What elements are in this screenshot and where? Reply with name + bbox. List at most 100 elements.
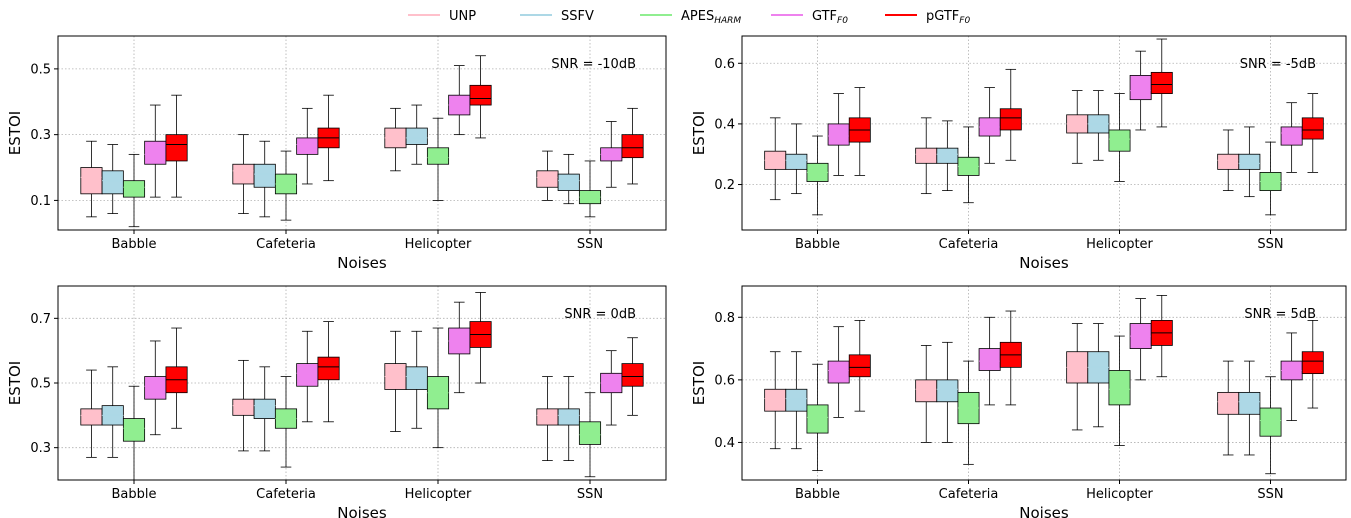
box-babble-apes (122, 153, 146, 228)
panel-frame (57, 285, 667, 481)
box-iqr (1217, 391, 1240, 415)
y-tick-label: 0.4 (714, 436, 735, 451)
x-tick-label: Cafeteria (939, 487, 999, 502)
panel-2: 0.2 0.4 0.6 Babble Cafeteria Helicopter SSN SNR… (690, 35, 1347, 272)
box-iqr (1217, 153, 1240, 170)
legend-entry-pgtf: pGTFF0 (885, 9, 970, 26)
box-helicopter-unp (384, 107, 407, 172)
box-iqr (1108, 370, 1131, 406)
box-iqr (426, 147, 450, 165)
y-tick-label: 0.7 (30, 312, 51, 327)
box-iqr (915, 147, 938, 164)
box-iqr (469, 84, 492, 106)
x-tick-label: SSN (577, 487, 603, 502)
box-iqr (101, 170, 124, 195)
box-iqr (80, 167, 103, 195)
box-ssn-ssfv (1238, 360, 1261, 456)
box-ssn-apes (578, 392, 602, 478)
box-babble-unp (80, 140, 103, 218)
box-babble-apes (122, 385, 146, 481)
box-iqr (405, 366, 428, 390)
panel-3: 0.3 0.5 0.7 Babble Cafeteria Helicopter SSN SNR… (6, 285, 667, 518)
box-ssn-pgtf (1301, 93, 1324, 173)
legend-entry-apes: APESHARM (640, 9, 741, 26)
box-iqr (1150, 71, 1173, 94)
x-tick-label: SSN (1257, 237, 1283, 252)
box-ssn-gtf (600, 121, 623, 188)
box-ssn-apes (1259, 141, 1282, 216)
box-ssn-unp (536, 376, 559, 462)
box-iqr (536, 170, 559, 188)
box-helicopter-apes (1108, 93, 1131, 182)
y-tick-label: 0.3 (30, 441, 51, 456)
y-tick-label: 0.5 (30, 377, 51, 392)
box-iqr (999, 108, 1022, 131)
box-cafeteria-pgtf (317, 321, 340, 423)
box-babble-ssfv (101, 144, 124, 214)
box-iqr (296, 363, 319, 387)
box-cafeteria-pgtf (999, 68, 1022, 161)
y-tick-label: 0.2 (714, 178, 735, 193)
box-ssn-unp (1217, 360, 1240, 456)
box-ssn-apes (578, 160, 602, 218)
box-cafeteria-apes (274, 376, 298, 468)
y-tick-label: 0.6 (714, 373, 735, 388)
box-iqr (827, 360, 850, 384)
box-iqr (1301, 117, 1324, 140)
legend-label: UNP (449, 9, 476, 24)
box-cafeteria-unp (232, 134, 255, 214)
x-axis-label: Noises (337, 504, 387, 518)
box-iqr (785, 388, 808, 412)
box-babble-pgtf (165, 94, 188, 198)
box-cafeteria-unp (232, 359, 255, 452)
box-helicopter-unp (1066, 323, 1089, 431)
box-helicopter-ssfv (1087, 323, 1110, 428)
box-helicopter-pgtf (469, 292, 492, 384)
box-cafeteria-gtf (978, 316, 1001, 406)
legend-label: GTFF0 (812, 9, 848, 26)
box-iqr (785, 153, 808, 170)
box-iqr (915, 379, 938, 403)
box-ssn-gtf (1280, 102, 1303, 173)
x-axis-label: Noises (337, 254, 387, 272)
box-cafeteria-apes (274, 150, 298, 221)
box-cafeteria-pgtf (999, 310, 1022, 406)
box-iqr (1108, 129, 1131, 152)
box-ssn-apes (1259, 376, 1282, 475)
box-iqr (144, 140, 167, 165)
box-iqr (1238, 391, 1261, 415)
x-axis-label: Noises (1019, 504, 1069, 518)
y-tick-label: 0.1 (30, 194, 51, 209)
x-tick-label: SSN (577, 237, 603, 252)
box-babble-pgtf (165, 327, 188, 429)
box-iqr (1301, 351, 1324, 375)
box-babble-apes (806, 363, 829, 472)
box-iqr (1238, 153, 1261, 170)
box-iqr (405, 127, 428, 145)
x-tick-label: Cafeteria (939, 237, 999, 252)
box-cafeteria-pgtf (317, 94, 340, 182)
box-iqr (165, 134, 188, 162)
box-helicopter-ssfv (1087, 90, 1110, 161)
legend-entry-unp: UNP (408, 9, 476, 24)
x-tick-label: Babble (795, 487, 840, 502)
box-helicopter-apes (426, 327, 450, 449)
box-helicopter-unp (384, 330, 407, 432)
box-ssn-unp (1217, 129, 1240, 191)
box-helicopter-gtf (448, 65, 471, 136)
box-iqr (936, 147, 959, 164)
box-ssn-ssfv (1238, 126, 1261, 198)
box-ssn-unp (536, 150, 559, 201)
box-helicopter-pgtf (1150, 294, 1173, 378)
panel-4: 0.4 0.6 0.8 Babble Cafeteria Helicopter SSN SNR… (690, 285, 1347, 518)
box-iqr (536, 408, 559, 426)
box-babble-apes (806, 135, 829, 216)
snr-annotation: SNR = 0dB (564, 307, 636, 322)
box-iqr (1280, 126, 1303, 146)
box-babble-ssfv (101, 366, 124, 458)
box-iqr (122, 180, 146, 198)
x-tick-label: SSN (1257, 487, 1283, 502)
panel-1: 0.1 0.3 0.5 Babble Cafeteria Helicopter SSN SNR… (6, 35, 667, 272)
box-helicopter-apes (1108, 335, 1131, 446)
